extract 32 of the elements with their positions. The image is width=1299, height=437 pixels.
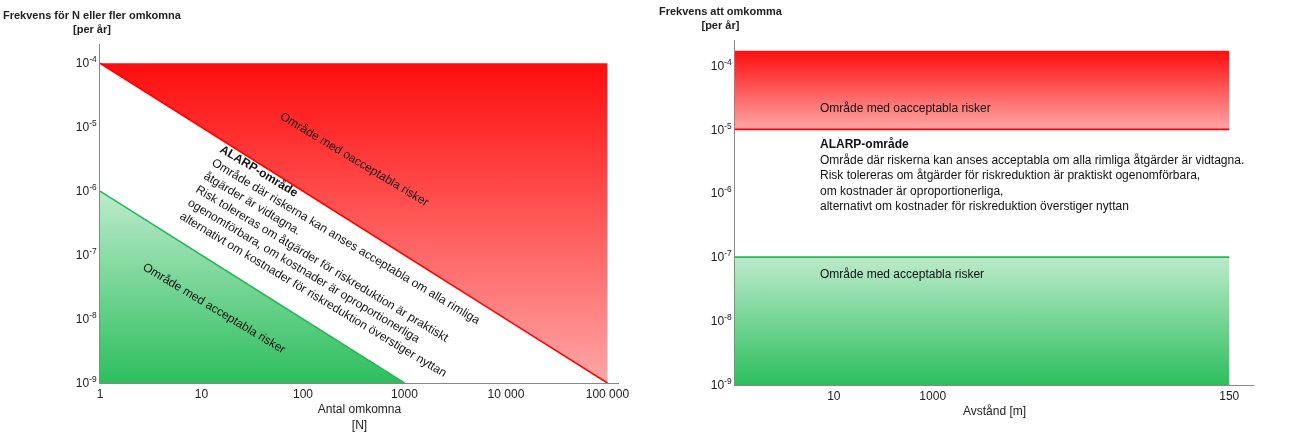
- annotation: Område där riskerna kan anses acceptabla om alla rimliga åtgärder är vidtagna.: [820, 152, 1245, 167]
- y-tick-label: 10$^{-8}$: [710, 312, 732, 329]
- x-axis-title: Avstånd [m]: [962, 404, 1027, 419]
- x-tick-label: 1000: [919, 389, 947, 404]
- x-tick-label: 10 000: [487, 387, 525, 402]
- y-tick-label: 10$^{-4}$: [710, 56, 732, 73]
- y-tick-label: 10$^{-9}$: [75, 374, 97, 391]
- annotation: alternativt om kostnader för riskreduktion överstiger nyttan: [820, 199, 1129, 214]
- x-axis-title: Antal omkomna [N]: [317, 402, 402, 432]
- y-tick-label: 10$^{-5}$: [75, 118, 97, 135]
- y-tick-label: 10$^{-8}$: [75, 310, 97, 327]
- annotation: Risk tolereras om åtgärder för riskreduktion är praktiskt ogenomförbara,: [820, 168, 1201, 183]
- y-tick-label: 10$^{-4}$: [75, 54, 97, 71]
- x-tick-label: 10: [827, 389, 841, 404]
- y-tick-label: 10$^{-9}$: [710, 376, 732, 393]
- y-tick-label: 10$^{-7}$: [710, 248, 732, 265]
- x-tick-label: 100 000: [585, 387, 630, 402]
- y-axis-title: Frekvens att omkomma [per år]: [659, 5, 783, 32]
- x-tick-label: 150: [1219, 389, 1240, 404]
- x-tick-label: 1: [96, 387, 104, 402]
- x-tick-label: 1000: [391, 387, 419, 402]
- y-tick-label: 10$^{-7}$: [75, 246, 97, 263]
- annotation: Område med acceptabla risker: [820, 267, 985, 281]
- y-axis-title: Frekvens för N eller fler omkomna [per år]: [3, 9, 182, 36]
- y-tick-label: 10$^{-5}$: [710, 120, 732, 137]
- y-tick-label: 10$^{-6}$: [75, 182, 97, 199]
- annotation: Område med oacceptabla risker: [820, 101, 991, 115]
- annotation: om kostnader är oproportionerliga,: [820, 183, 1004, 198]
- x-tick-label: 100: [292, 387, 314, 402]
- annotation: ALARP-område: [820, 137, 909, 151]
- x-tick-label: 10: [194, 387, 209, 402]
- y-tick-label: 10$^{-6}$: [710, 184, 732, 201]
